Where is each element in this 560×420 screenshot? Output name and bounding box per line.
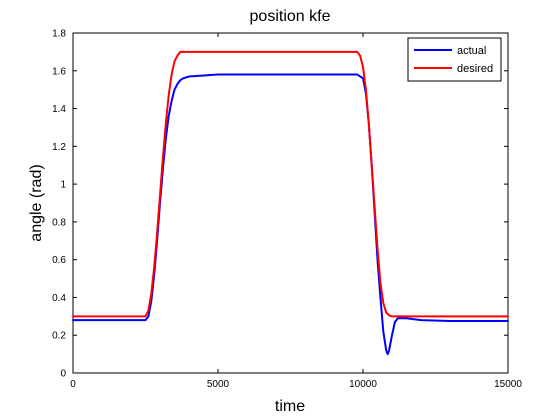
y-tick-label: 1.6 [52,66,66,77]
y-tick-label: 0.6 [52,255,66,266]
legend-box [407,37,502,82]
legend-label-actual: actual [457,45,486,57]
y-tick-label: 0.4 [52,293,66,304]
legend-label-desired: desired [457,63,493,75]
series-line-desired [72,50,509,318]
y-tick-label: 0.8 [52,217,66,228]
x-tick-label: 15000 [494,379,522,390]
y-tick-label: 1 [60,180,66,191]
x-tick-label: 0 [70,379,76,390]
x-tick-label: 5000 [207,379,230,390]
x-axis-label: time [275,398,305,415]
y-tick-label: 1.2 [52,142,66,153]
plot-area [72,32,509,374]
x-tick-label: 10000 [349,379,377,390]
y-tick-label: 0 [60,369,66,380]
y-tick-label: 0.2 [52,331,66,342]
y-tick-label: 1.4 [52,104,66,115]
y-axis-label: angle (rad) [28,164,45,241]
y-tick-label: 1.8 [52,29,66,40]
chart-title: position kfe [250,8,331,25]
series-layer [72,50,509,356]
legend: actual desired [407,37,502,82]
axis-ticks: 0 5000 10000 15000 0 0.2 0.4 0.6 0.8 1 1.2 1.4 1.6 1.… [52,29,522,391]
